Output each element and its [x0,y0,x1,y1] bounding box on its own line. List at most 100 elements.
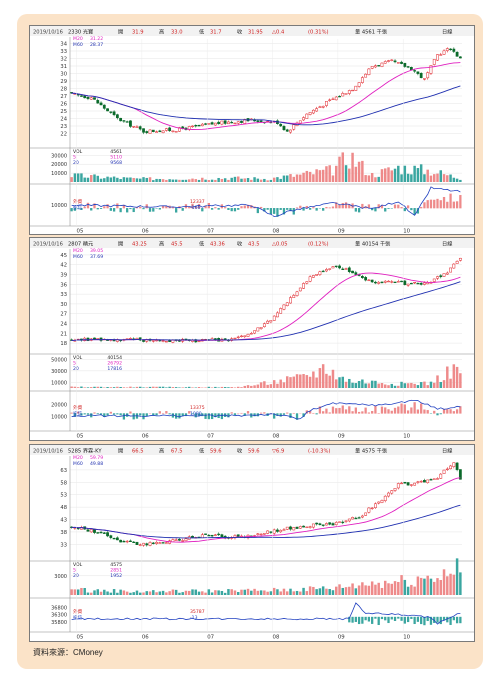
candle-body [318,271,322,275]
sub-bar [335,408,338,414]
volume-bar [325,588,328,595]
candle-body [442,50,446,55]
price-tick-label: 23 [60,124,67,130]
candle-body [393,281,397,284]
candle-body [174,539,178,541]
candle-body [269,531,273,533]
candle-body [292,527,296,531]
volume-bar [109,177,113,182]
candle-body [282,304,286,310]
sub-bar [90,413,93,418]
sub-bar [263,412,266,414]
sub-bar [371,616,374,624]
volume-bar [442,380,446,388]
sub-bar [393,407,397,414]
sub-bar [210,413,214,420]
candle-body [347,518,351,522]
candle-body [409,66,413,71]
volume-bar [266,591,269,595]
volume-bar [272,177,276,182]
month-tick-label: 05 [77,635,84,641]
volume-tick-label: 10000 [51,171,67,177]
sub-legend-name: 投信 [73,204,83,211]
candle-body [151,340,155,342]
volume-bar [364,585,367,595]
sub-tick-label: 20000 [51,403,67,409]
volume-bar [80,386,83,388]
volume-bar [89,175,93,182]
month-tick-label: 09 [338,229,345,235]
volume-bar [361,582,364,595]
volume-bar [351,152,354,182]
candle-body [119,539,123,543]
sub-bar [227,413,230,418]
volume-bar [354,166,358,182]
sub-bar [158,208,161,210]
volume-bar [263,590,266,595]
volume-bar [230,589,233,595]
sub-bar [129,411,132,414]
price-tick-label: 39 [60,273,67,279]
sub-bar [295,207,299,209]
candle-body [223,338,227,340]
volume-bar [109,592,113,595]
sub-bar [240,206,243,209]
volume-bar [423,578,426,595]
volume-bar [116,177,119,182]
volume-bar [370,581,374,595]
candle-body [96,100,100,104]
sub-bar [331,206,335,209]
volume-bar [129,592,132,595]
candle-body [109,111,113,113]
sub-bar [145,413,148,417]
sub-bar [299,205,302,209]
volume-legend-name: 20 [73,573,79,579]
volume-bar [171,387,175,388]
month-tick-label: 07 [207,635,214,641]
sub-bar [426,616,429,622]
sub-bar [132,208,135,213]
volume-bar [387,167,390,182]
sub-bar [77,208,80,209]
volume-bar [70,177,73,182]
volume-bar [282,382,286,388]
volume-bar [142,592,145,595]
price-tick-label: 27 [60,94,67,100]
volume-bar [174,387,178,388]
volume-bar [217,177,220,182]
candle-body [93,97,96,100]
candle-body [321,524,325,526]
candle-body [151,542,155,544]
sub-bar [367,412,371,414]
volume-bar [76,173,80,182]
volume-bar [112,387,116,388]
header-text: 開 [118,448,123,455]
volume-bar [103,589,106,595]
candle-body [207,123,211,125]
candle-body [207,534,211,537]
volume-bar [73,386,77,388]
sub-bar [201,208,204,212]
candle-body [292,295,296,298]
volume-bar [70,589,73,595]
header-text: 量 40154 千張 [355,240,391,248]
volume-bar [125,591,129,595]
candle-body [155,542,158,544]
volume-bar [96,589,100,595]
candle-body [432,278,436,282]
volume-bar [380,383,384,388]
sub-bar [331,406,335,414]
volume-bar [413,586,416,595]
volume-bar [449,174,452,182]
candle-body [184,538,188,542]
sub-bar [364,407,367,414]
volume-bar [295,174,299,182]
volume-bar [455,178,459,182]
sub-bar [99,208,103,209]
candle-body [302,283,305,289]
candle-body [357,82,361,87]
volume-tick-label: 20000 [51,162,67,168]
sub-bar [426,200,429,209]
volume-bar [328,588,331,595]
sub-bar [442,196,446,209]
